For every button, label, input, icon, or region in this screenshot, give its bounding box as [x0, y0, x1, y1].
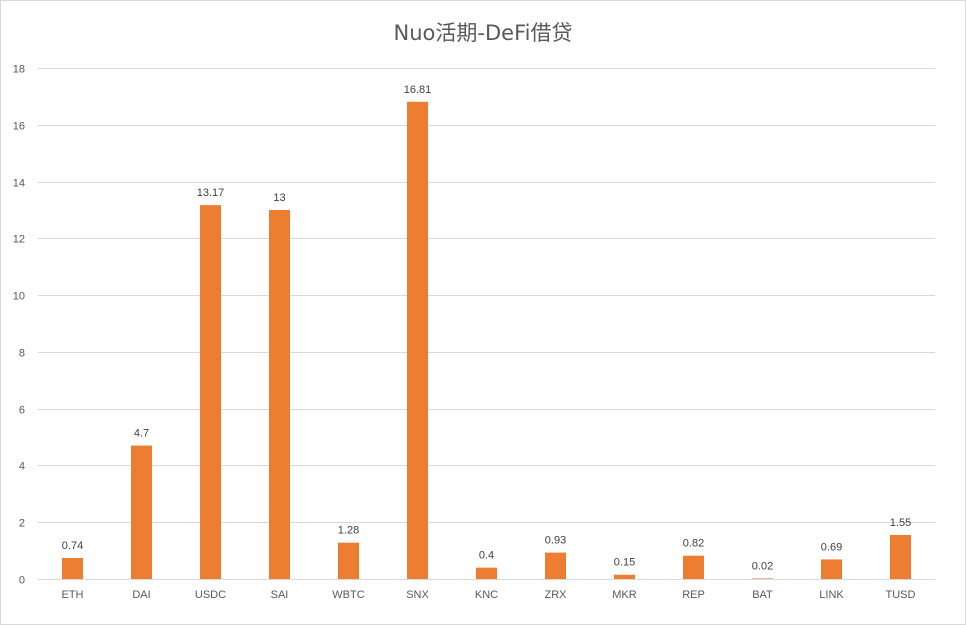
- y-tick-label: 4: [19, 461, 25, 473]
- bar-link: [821, 559, 842, 579]
- data-label-link: 0.69: [821, 541, 842, 553]
- bar-knc: [476, 567, 497, 579]
- data-label-mkr: 0.15: [614, 557, 635, 569]
- bar-usdc: [200, 205, 221, 579]
- x-axis-ticks: ETH DAI USDC SAI WBTC SNX KNC ZRX MKR REP BAT LINK T…: [62, 589, 916, 601]
- bar-bat: [752, 578, 773, 579]
- chart-title: Nuo活期-DeFi借贷: [393, 21, 573, 45]
- y-tick-label: 18: [13, 64, 25, 76]
- bar-snx: [407, 101, 428, 579]
- y-tick-label: 0: [19, 575, 25, 587]
- x-tick-label-mkr: MKR: [612, 589, 637, 601]
- bar-zrx: [545, 552, 566, 579]
- data-label-snx: 16.81: [404, 84, 432, 96]
- data-label-usdc: 13.17: [197, 187, 225, 199]
- data-label-eth: 0.74: [62, 540, 83, 552]
- bar-eth: [62, 557, 83, 579]
- data-label-tusd: 1.55: [890, 517, 911, 529]
- data-label-wbtc: 1.28: [338, 525, 359, 537]
- data-label-rep: 0.82: [683, 538, 704, 550]
- x-tick-label-link: LINK: [819, 589, 844, 601]
- x-tick-label-rep: REP: [682, 589, 705, 601]
- x-tick-label-dai: DAI: [132, 589, 150, 601]
- x-tick-label-bat: BAT: [752, 589, 773, 601]
- y-tick-label: 12: [13, 234, 25, 246]
- y-tick-label: 6: [19, 405, 25, 417]
- x-tick-label-knc: KNC: [475, 589, 498, 601]
- x-tick-label-tusd: TUSD: [886, 589, 916, 601]
- bars: [62, 101, 911, 579]
- y-tick-label: 10: [13, 291, 25, 303]
- x-tick-label-wbtc: WBTC: [332, 589, 364, 601]
- data-label-bat: 0.02: [752, 560, 773, 572]
- x-tick-label-sai: SAI: [271, 589, 289, 601]
- data-label-dai: 4.7: [134, 428, 149, 440]
- data-label-sai: 13: [273, 192, 285, 204]
- gridlines: [38, 68, 935, 580]
- data-label-knc: 0.4: [479, 550, 494, 562]
- bar-mkr: [614, 574, 635, 579]
- x-tick-label-zrx: ZRX: [545, 589, 568, 601]
- bar-tusd: [890, 534, 911, 579]
- data-label-zrx: 0.93: [545, 535, 566, 547]
- data-labels: 0.74 4.7 13.17 13 1.28 16.81 0.4 0.93 0.15 0.82 0.…: [62, 84, 911, 573]
- x-tick-label-snx: SNX: [406, 589, 429, 601]
- bar-dai: [131, 445, 152, 579]
- bar-wbtc: [338, 542, 359, 579]
- y-tick-label: 8: [19, 348, 25, 360]
- y-tick-label: 14: [13, 178, 25, 190]
- y-axis-ticks: 0 2 4 6 8 10 12 14 16 18: [13, 64, 25, 587]
- x-tick-label-usdc: USDC: [195, 589, 226, 601]
- bar-sai: [269, 209, 290, 579]
- y-tick-label: 16: [13, 121, 25, 133]
- x-tick-label-eth: ETH: [62, 589, 84, 601]
- y-tick-label: 2: [19, 518, 25, 530]
- bar-rep: [683, 555, 704, 579]
